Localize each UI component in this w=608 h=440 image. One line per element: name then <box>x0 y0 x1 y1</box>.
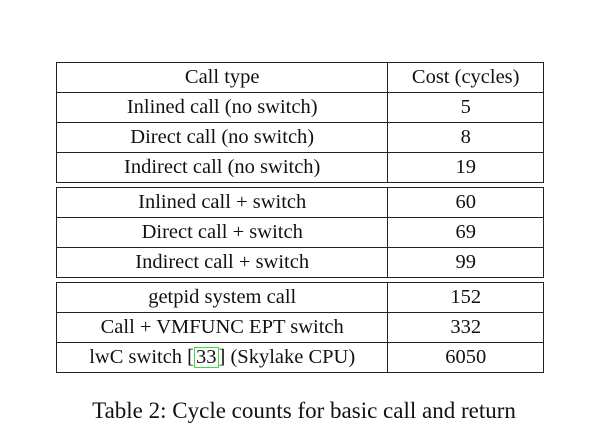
table-row: Indirect call (no switch) 19 <box>55 152 544 183</box>
cycle-cost-table: Call type Cost (cycles) Inlined call (no… <box>55 62 544 373</box>
call-type-cell: Call + VMFUNC EPT switch <box>55 312 389 343</box>
table-row: Direct call + switch 69 <box>55 217 544 248</box>
table-caption: Table 2: Cycle counts for basic call and… <box>92 398 516 423</box>
table-row: getpid system call 152 <box>55 282 544 313</box>
cost-cell: 152 <box>387 282 544 313</box>
table-row: lwC switch [33] (Skylake CPU) 6050 <box>55 342 544 373</box>
call-type-cell: Direct call (no switch) <box>55 122 389 153</box>
call-type-cell: Indirect call + switch <box>55 247 389 278</box>
call-type-cell: lwC switch [33] (Skylake CPU) <box>55 342 389 373</box>
cost-cell: 6050 <box>387 342 544 373</box>
table-header-row: Call type Cost (cycles) <box>55 62 544 93</box>
cost-cell: 8 <box>387 122 544 153</box>
cost-cell: 69 <box>387 217 544 248</box>
call-type-suffix: ] (Skylake CPU) <box>218 346 356 368</box>
cost-cell: 332 <box>387 312 544 343</box>
cost-cell: 99 <box>387 247 544 278</box>
header-call-type: Call type <box>55 62 389 93</box>
citation-link[interactable]: 33 <box>194 346 219 368</box>
table-row: Inlined call (no switch) 5 <box>55 92 544 123</box>
call-type-cell: Inlined call + switch <box>55 187 389 218</box>
header-cost: Cost (cycles) <box>387 62 544 93</box>
table-row: Inlined call + switch 60 <box>55 187 544 218</box>
cost-cell: 60 <box>387 187 544 218</box>
call-type-cell: getpid system call <box>55 282 389 313</box>
table-row: Direct call (no switch) 8 <box>55 122 544 153</box>
call-type-prefix: lwC switch [ <box>89 346 195 368</box>
call-type-cell: Indirect call (no switch) <box>55 152 389 183</box>
cost-cell: 5 <box>387 92 544 123</box>
cost-cell: 19 <box>387 152 544 183</box>
call-type-cell: Inlined call (no switch) <box>55 92 389 123</box>
table-row: Indirect call + switch 99 <box>55 247 544 278</box>
table-row: Call + VMFUNC EPT switch 332 <box>55 312 544 343</box>
call-type-cell: Direct call + switch <box>55 217 389 248</box>
